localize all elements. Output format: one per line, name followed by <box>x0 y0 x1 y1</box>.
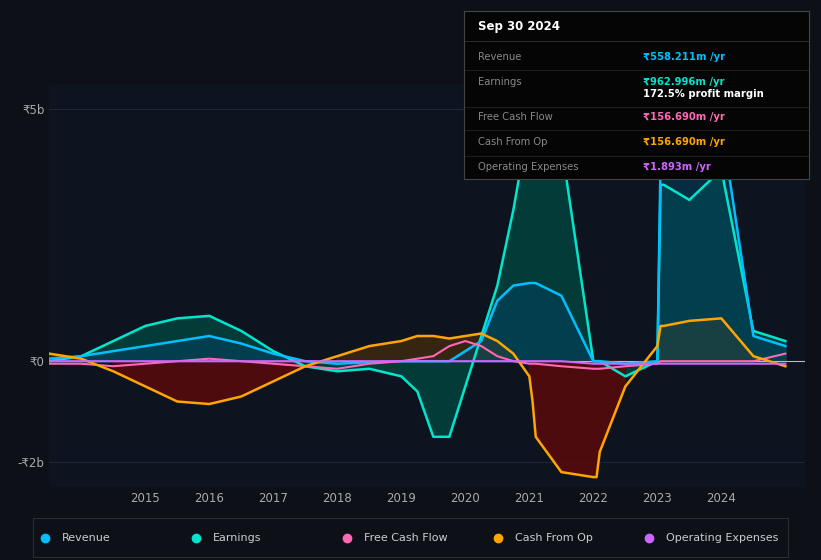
Text: ₹156.690m /yr: ₹156.690m /yr <box>643 112 725 122</box>
Text: Revenue: Revenue <box>62 533 110 543</box>
Text: Earnings: Earnings <box>213 533 261 543</box>
Text: ₹962.996m /yr: ₹962.996m /yr <box>643 77 725 87</box>
Text: Cash From Op: Cash From Op <box>478 137 547 147</box>
Text: Earnings: Earnings <box>478 77 521 87</box>
Text: Sep 30 2024: Sep 30 2024 <box>478 20 560 33</box>
Text: Revenue: Revenue <box>478 52 521 62</box>
Text: Cash From Op: Cash From Op <box>515 533 593 543</box>
Text: Operating Expenses: Operating Expenses <box>666 533 778 543</box>
Text: Operating Expenses: Operating Expenses <box>478 162 578 172</box>
Text: ₹1.893m /yr: ₹1.893m /yr <box>643 162 711 172</box>
Text: Free Cash Flow: Free Cash Flow <box>478 112 553 122</box>
Text: 172.5% profit margin: 172.5% profit margin <box>643 88 764 99</box>
Text: ₹558.211m /yr: ₹558.211m /yr <box>643 52 725 62</box>
Text: Free Cash Flow: Free Cash Flow <box>364 533 447 543</box>
Text: ₹156.690m /yr: ₹156.690m /yr <box>643 137 725 147</box>
